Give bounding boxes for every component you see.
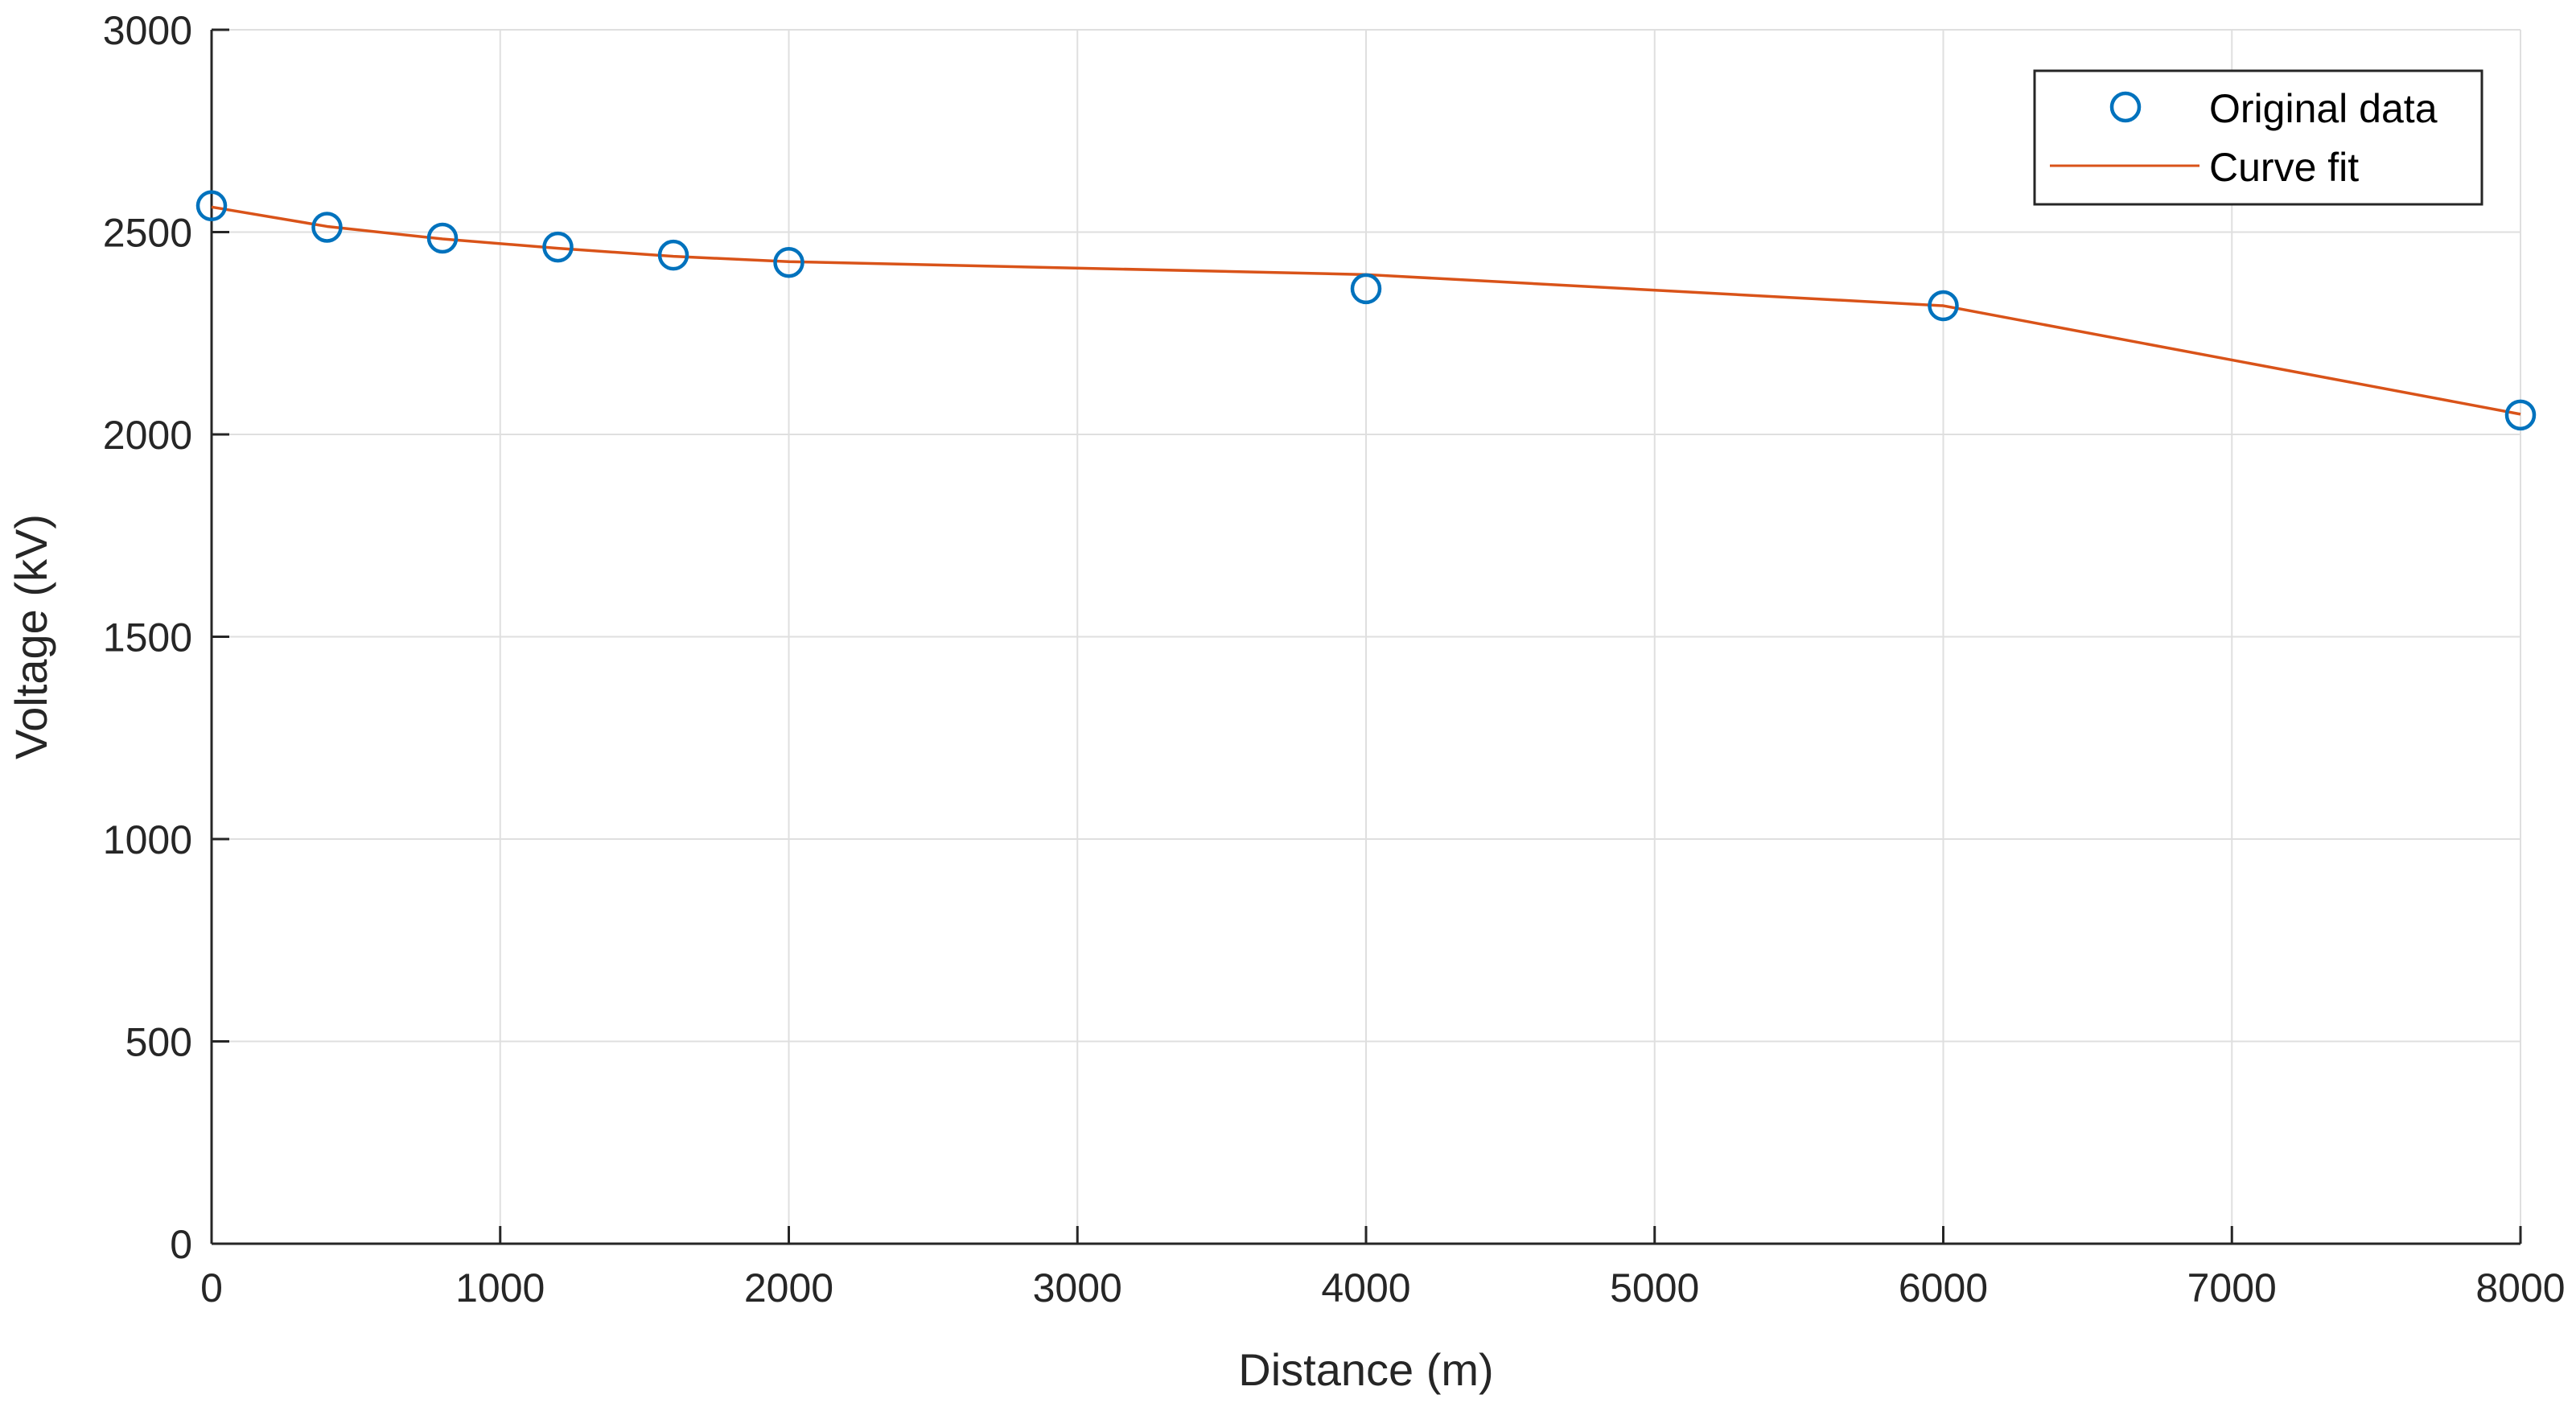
data-point-original-data [542, 231, 574, 263]
x-axis-label: Distance (m) [1238, 1344, 1493, 1395]
x-tick-label: 3000 [1033, 1265, 1122, 1310]
data-point-original-data [311, 212, 343, 243]
y-axis-label: Voltage (kV) [6, 514, 56, 759]
series-line-curve-fit [211, 205, 2521, 416]
x-tick-label: 6000 [1899, 1265, 1988, 1310]
legend-marker-original-data [2109, 91, 2142, 123]
x-tick-label: 8000 [2475, 1265, 2565, 1310]
data-point-original-data [2504, 399, 2537, 431]
y-tick-label: 0 [170, 1222, 192, 1267]
x-tick-label: 5000 [1610, 1265, 1699, 1310]
data-point-original-data [426, 222, 459, 254]
y-tick-label: 500 [126, 1020, 192, 1065]
axes: 0 1000 2000 3000 4000 5000 6000 7000 8000 0 500 100… [103, 8, 2566, 1310]
x-tick-label: 4000 [1321, 1265, 1410, 1310]
x-tick-label: 7000 [2187, 1265, 2277, 1310]
x-tick-label: 0 [200, 1265, 223, 1310]
legend-label-original-data: Original data [2209, 86, 2438, 131]
y-tick-label: 2500 [103, 211, 192, 256]
y-tick-label: 3000 [103, 8, 192, 53]
y-tick-label: 2000 [103, 413, 192, 458]
y-tick-label: 1500 [103, 615, 192, 660]
data-point-original-data [1928, 290, 1959, 322]
x-tick-label: 1000 [455, 1265, 545, 1310]
plot-series [195, 190, 2537, 431]
data-point-original-data [195, 190, 228, 222]
x-tick-label: 2000 [744, 1265, 833, 1310]
data-point-original-data [773, 246, 804, 278]
data-point-original-data [1350, 273, 1382, 305]
data-point-original-data [657, 239, 689, 271]
legend-box [2033, 69, 2483, 206]
y-tick-label: 1000 [103, 817, 192, 862]
legend: Original data Curve fit [2033, 69, 2483, 206]
legend-label-curve-fit: Curve fit [2209, 145, 2359, 190]
